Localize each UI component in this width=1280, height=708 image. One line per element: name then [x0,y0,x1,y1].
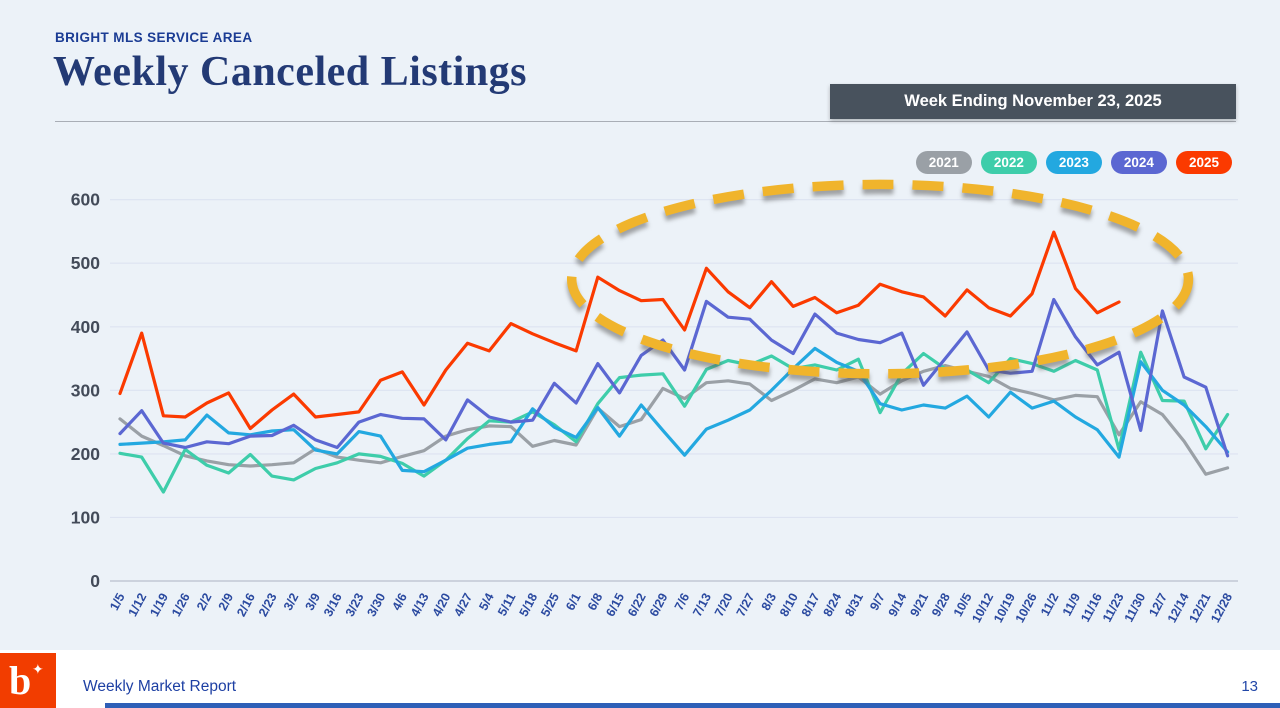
footer [0,650,1280,708]
x-tick-label-1/12: 1/12 [126,591,150,619]
x-tick-label-6/15: 6/15 [603,591,627,619]
logo-letter: b [9,658,32,703]
x-tick-label-11/30: 11/30 [1122,591,1149,625]
legend-pill-2024: 2024 [1110,151,1167,174]
x-tick-label-6/8: 6/8 [585,591,606,613]
x-tick-label-3/9: 3/9 [303,591,324,613]
legend-pill-2021: 2021 [915,151,972,174]
x-tick-label-4/6: 4/6 [389,591,410,613]
x-tick-label-12/28: 12/28 [1208,591,1235,625]
x-tick-label-4/20: 4/20 [430,591,454,619]
page-number: 13 [1241,678,1258,695]
x-tick-label-6/22: 6/22 [625,591,649,619]
logo-sparkle-icon: ✦ [32,661,44,677]
x-tick-label-5/11: 5/11 [495,591,518,618]
x-tick-label-3/16: 3/16 [321,591,345,619]
series-line-2023 [118,346,1230,474]
x-tick-label-9/21: 9/21 [907,591,931,619]
x-tick-label-8/31: 8/31 [842,591,866,619]
week-ending-banner: Week Ending November 23, 2025 [830,84,1236,119]
x-tick-label-11/2: 11/2 [1038,591,1061,618]
legend-pill-2023: 2023 [1045,151,1102,174]
title-divider [55,121,1236,122]
x-tick-label-6/29: 6/29 [647,591,671,619]
x-tick-label-6/1: 6/1 [563,591,584,613]
x-tick-label-3/30: 3/30 [364,591,388,619]
chart-legend: 2021 2022 2023 2024 2025 [915,151,1232,174]
x-tick-label-5/18: 5/18 [516,591,540,619]
series-line-2024 [118,297,1230,458]
x-tick-label-9/28: 9/28 [929,591,953,619]
x-tick-label-5/25: 5/25 [538,591,562,619]
y-tick-label-200: 200 [71,444,100,464]
x-tick-label-3/23: 3/23 [343,591,367,619]
x-tick-label-1/19: 1/19 [147,591,171,619]
x-tick-label-1/26: 1/26 [169,591,193,619]
series-line-2025 [118,230,1121,431]
x-tick-label-2/16: 2/16 [234,591,258,619]
x-tick-label-7/13: 7/13 [690,591,714,619]
x-tick-label-1/5: 1/5 [107,591,128,613]
y-tick-label-500: 500 [71,253,100,273]
x-tick-label-7/6: 7/6 [672,591,693,613]
x-tick-label-4/27: 4/27 [451,591,475,619]
y-tick-label-0: 0 [90,571,100,591]
x-tick-label-10/26: 10/26 [1013,591,1040,625]
x-tick-label-9/14: 9/14 [886,591,910,619]
highlight-ellipse [566,179,1194,379]
x-tick-label-3/2: 3/2 [281,591,302,613]
page-title: Weekly Canceled Listings [53,49,528,95]
report-eyebrow: BRIGHT MLS SERVICE AREA [55,30,253,45]
x-tick-label-7/20: 7/20 [712,591,736,619]
footer-report-label: Weekly Market Report [83,678,237,695]
x-tick-label-5/4: 5/4 [476,591,497,613]
footer-accent-bar [105,703,1280,708]
x-tick-label-9/7: 9/7 [867,591,888,613]
series-line-2021 [118,363,1230,476]
x-tick-label-8/24: 8/24 [821,591,845,619]
x-tick-label-2/2: 2/2 [194,591,215,613]
y-tick-label-300: 300 [71,380,100,400]
x-tick-label-2/23: 2/23 [256,591,280,619]
y-tick-label-600: 600 [71,190,100,210]
y-tick-label-100: 100 [71,507,100,527]
x-tick-label-8/17: 8/17 [799,591,823,619]
x-tick-label-4/13: 4/13 [408,591,432,619]
series-line-2022 [118,350,1230,494]
legend-pill-2025: 2025 [1175,151,1232,174]
legend-pill-2022: 2022 [980,151,1037,174]
x-tick-label-7/27: 7/27 [734,591,758,619]
x-tick-label-2/9: 2/9 [216,591,237,613]
x-tick-label-8/3: 8/3 [759,591,780,613]
bright-mls-logo: b ✦ [0,653,56,708]
y-tick-label-400: 400 [71,317,100,337]
x-tick-label-8/10: 8/10 [777,591,801,619]
